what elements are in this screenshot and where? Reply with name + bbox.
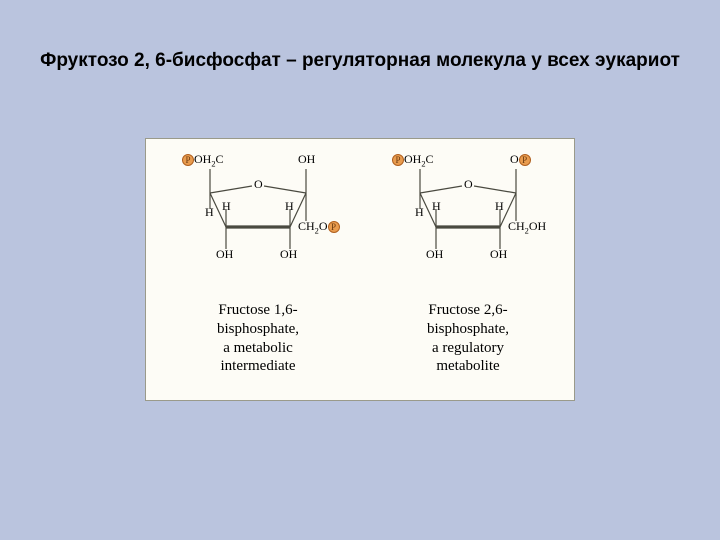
c4-oh: OH [216, 247, 233, 262]
caption-f16bp: Fructose 1,6- bisphosphate, a metabolic … [158, 301, 358, 376]
c2-top-text: O [510, 152, 519, 166]
phosphate-icon: P [519, 154, 531, 166]
caption-line: metabolite [368, 357, 568, 376]
c4-h: H [432, 199, 441, 214]
c6-group: POH2C [392, 152, 434, 167]
ring-o: O [464, 177, 473, 192]
slide-title: Фруктозо 2, 6-бисфосфат – регуляторная м… [0, 48, 720, 74]
figure-box: O POH2C OH H H H OH OH CH2OP Fructose 1,… [145, 138, 575, 401]
caption-line: Fructose 1,6- [158, 301, 358, 320]
c2-top: OP [510, 152, 531, 167]
phosphate-icon: P [328, 221, 340, 233]
c1-group: CH2OH [508, 219, 546, 234]
caption-f26bp: Fructose 2,6- bisphosphate, a regulatory… [368, 301, 568, 376]
phosphate-icon: P [392, 154, 404, 166]
c6-group: POH2C [182, 152, 224, 167]
c3-h: H [495, 199, 504, 214]
c3-oh: OH [280, 247, 297, 262]
c5-h-bot: H [205, 205, 214, 220]
c4-oh: OH [426, 247, 443, 262]
molecule-f26bp: O POH2C OP H H H OH OH CH2OH Fructose 2,… [368, 149, 568, 394]
c2-top: OH [298, 152, 315, 167]
ring-o: O [254, 177, 263, 192]
caption-line: Fructose 2,6- [368, 301, 568, 320]
molecule-f16bp: O POH2C OH H H H OH OH CH2OP Fructose 1,… [158, 149, 358, 394]
phosphate-icon: P [182, 154, 194, 166]
c1-group: CH2OP [298, 219, 340, 234]
c5-h-bot: H [415, 205, 424, 220]
caption-line: a metabolic [158, 339, 358, 358]
c3-oh: OH [490, 247, 507, 262]
caption-line: intermediate [158, 357, 358, 376]
c3-h: H [285, 199, 294, 214]
caption-line: a regulatory [368, 339, 568, 358]
caption-line: bisphosphate, [368, 320, 568, 339]
c4-h: H [222, 199, 231, 214]
caption-line: bisphosphate, [158, 320, 358, 339]
